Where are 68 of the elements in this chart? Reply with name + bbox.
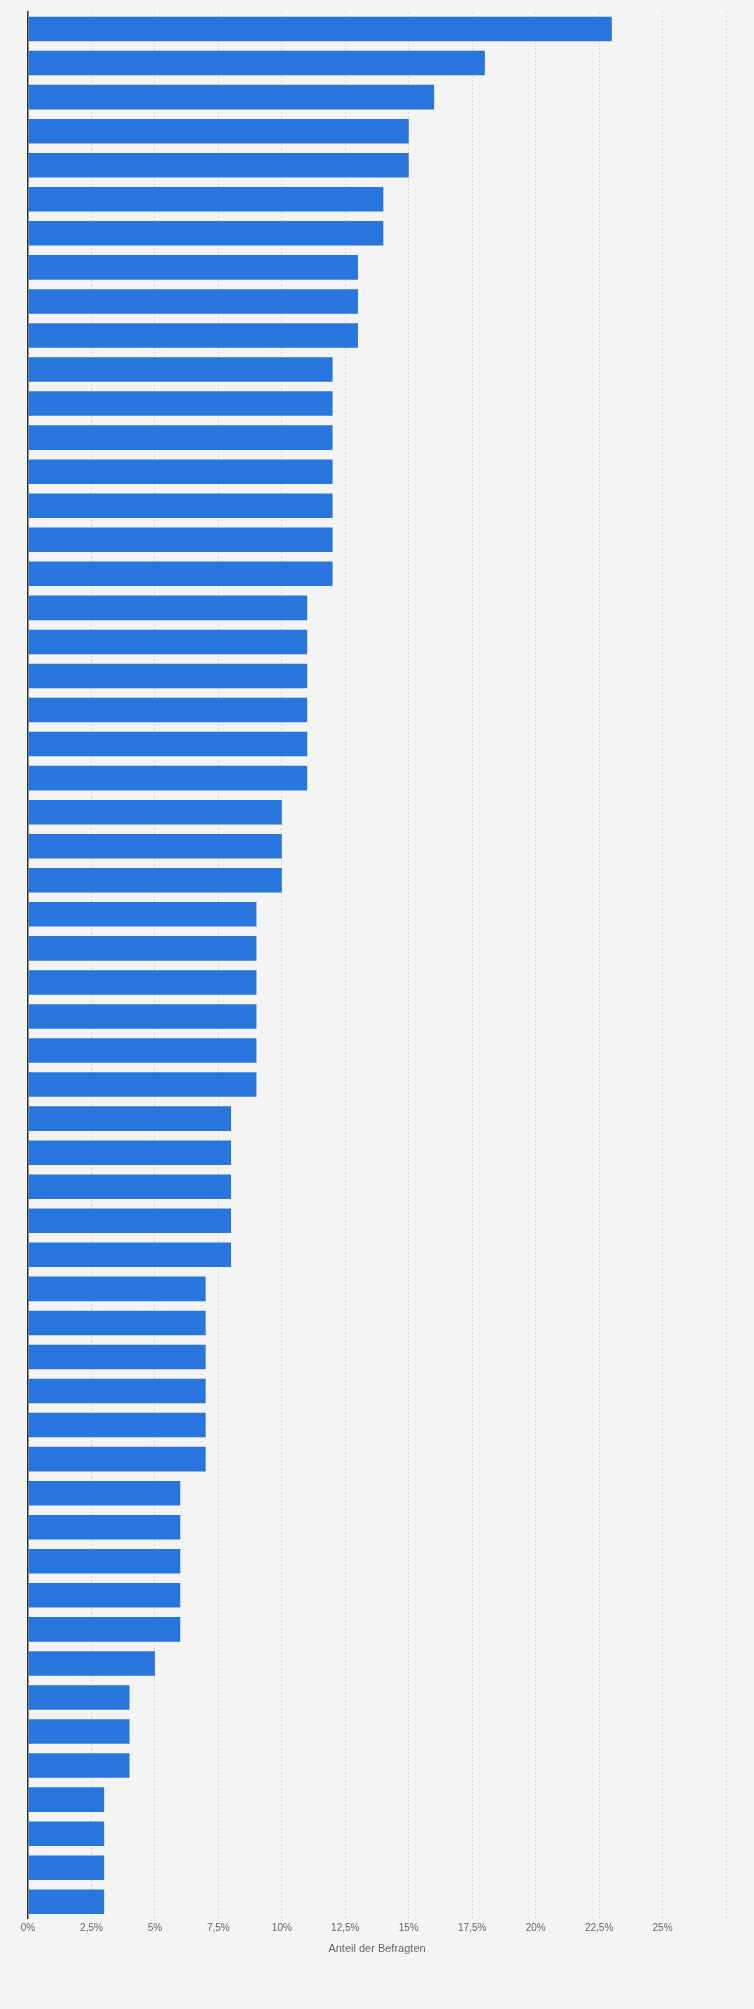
bar [28, 1617, 181, 1642]
bar [28, 527, 333, 553]
x-tick-label: 20% [525, 1921, 546, 1933]
bar [28, 1514, 181, 1540]
bar [28, 1310, 206, 1336]
bar [28, 561, 333, 587]
bar [28, 731, 308, 757]
x-tick-label: 25% [652, 1921, 673, 1933]
bar [28, 1719, 130, 1744]
x-tick-label: 15% [398, 1921, 419, 1933]
bar [28, 459, 333, 484]
bar [28, 16, 612, 42]
x-tick-label: 2,5% [80, 1921, 103, 1933]
bar [28, 1549, 181, 1574]
bar [28, 902, 257, 927]
bar [28, 289, 358, 314]
bar [28, 1821, 105, 1846]
bar [28, 221, 384, 246]
x-tick-label: 10% [271, 1921, 292, 1933]
bar [28, 1038, 257, 1063]
bar [28, 765, 308, 791]
bar [28, 493, 333, 518]
bar [28, 1583, 181, 1608]
bar [28, 1480, 181, 1506]
x-tick-label: 7,5% [206, 1921, 230, 1933]
bar [28, 1072, 257, 1097]
bar [28, 1889, 105, 1915]
bar [28, 833, 282, 859]
bar [28, 118, 409, 144]
bar [28, 391, 333, 416]
x-tick-label: 0% [20, 1921, 36, 1933]
bar [28, 663, 308, 689]
bar [28, 323, 358, 348]
bar [28, 697, 308, 723]
bar [28, 936, 257, 961]
bar [28, 152, 409, 178]
bar [28, 868, 282, 893]
bar [28, 1753, 130, 1778]
bar [28, 970, 257, 995]
bar [28, 187, 384, 212]
bar [28, 84, 435, 110]
bar [28, 1140, 232, 1165]
bar [28, 1412, 206, 1438]
bar [28, 1242, 232, 1268]
bar [28, 1344, 206, 1370]
bar [28, 1004, 257, 1029]
bar [28, 1378, 206, 1404]
bar [28, 1276, 206, 1302]
bar [28, 1651, 155, 1676]
x-tick-label: 22,5% [584, 1921, 614, 1933]
bar [28, 425, 333, 450]
bar [28, 629, 308, 655]
x-tick-label: 17,5% [458, 1921, 487, 1933]
x-tick-label: 5% [147, 1921, 163, 1933]
x-tick-label: 12,5% [331, 1921, 360, 1933]
bar [28, 1106, 232, 1131]
bar [28, 1685, 130, 1710]
bar [28, 1446, 206, 1472]
bar [28, 1174, 232, 1199]
bar [28, 1855, 105, 1880]
bar [28, 50, 485, 76]
bar [28, 1208, 232, 1234]
bar [28, 357, 333, 382]
bar [28, 255, 358, 280]
bar [28, 1787, 105, 1812]
bar [28, 595, 308, 621]
x-axis-title: Anteil der Befragten [328, 1942, 426, 1955]
bar [28, 799, 282, 825]
